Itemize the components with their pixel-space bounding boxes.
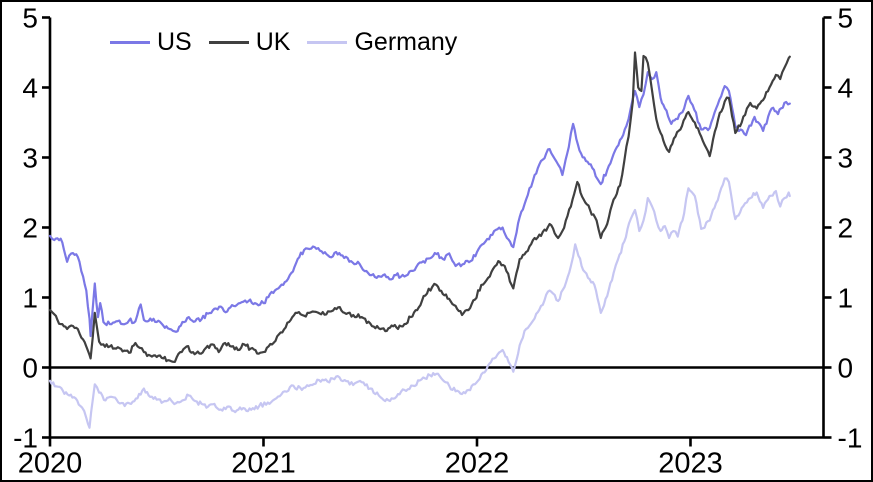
- y-tick-label-left: 5: [22, 3, 38, 34]
- legend-item-us: US: [110, 27, 192, 57]
- y-tick-label-left: 2: [22, 213, 38, 244]
- y-tick-label-right: 5: [838, 3, 854, 34]
- y-tick-label-left: 1: [22, 283, 38, 314]
- y-tick-label-right: 3: [838, 143, 854, 174]
- y-tick-label-left: 0: [22, 353, 38, 384]
- y-tick-label-right: 4: [838, 73, 854, 104]
- us-line-swatch-icon: [110, 40, 150, 44]
- chart-legend: US UK Germany: [110, 27, 457, 57]
- y-tick-label-left: -1: [13, 423, 38, 454]
- y-tick-label-right: 0: [838, 353, 854, 384]
- series-line-us: [48, 70, 791, 338]
- x-tick-label: 2020: [18, 448, 83, 480]
- legend-label-germany: Germany: [354, 28, 458, 56]
- y-tick-label-right: -1: [838, 423, 863, 454]
- legend-label-uk: UK: [255, 28, 291, 56]
- y-tick-label-left: 4: [22, 73, 38, 104]
- x-tick-label: 2021: [231, 448, 296, 480]
- legend-label-us: US: [157, 28, 192, 56]
- series-line-germany: [48, 177, 791, 429]
- y-tick-label-right: 1: [838, 283, 854, 314]
- uk-line-swatch-icon: [208, 40, 249, 44]
- legend-item-germany: Germany: [307, 27, 457, 57]
- germany-line-swatch-icon: [307, 40, 348, 44]
- x-tick-label: 2023: [658, 448, 723, 480]
- y-tick-label-right: 2: [838, 213, 854, 244]
- legend-item-uk: UK: [208, 27, 291, 57]
- series-line-uk: [48, 51, 791, 363]
- y-tick-label-left: 3: [22, 143, 38, 174]
- x-tick-label: 2022: [445, 448, 510, 480]
